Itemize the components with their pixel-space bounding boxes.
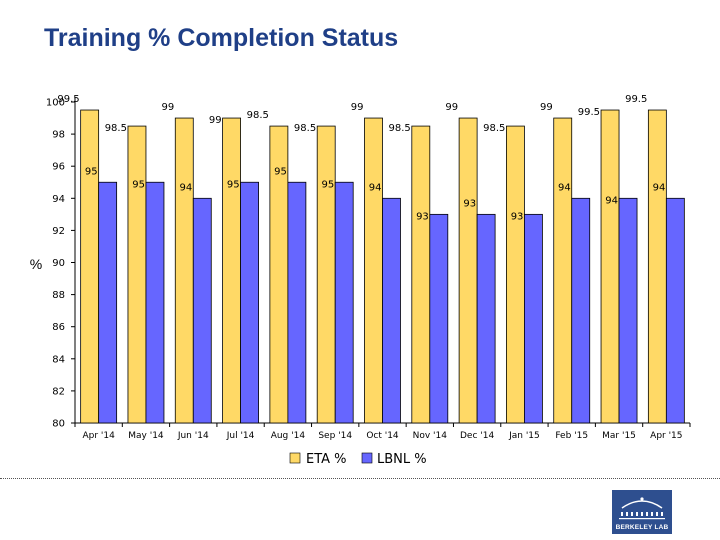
y-tick-label: 88 (52, 290, 65, 301)
y-tick-label: 96 (52, 162, 65, 173)
y-tick-label: 86 (52, 322, 65, 333)
eta-data-label: 99.5 (625, 94, 647, 105)
eta-bar (222, 117, 241, 424)
x-category-label: Jun '14 (177, 431, 209, 441)
berkeley-lab-building-icon (619, 497, 665, 520)
berkeley-lab-logo: BERKELEY LAB (612, 490, 672, 534)
lbnl-bar (571, 197, 591, 424)
eta-bar (80, 109, 100, 424)
y-tick-label: 92 (52, 226, 65, 237)
x-category-label: Jan '15 (508, 431, 540, 441)
lbnl-data-label: 95 (132, 179, 145, 190)
eta-data-label: 98.5 (389, 123, 411, 134)
lbnl-bar (287, 181, 307, 424)
x-category-label: Nov '14 (413, 431, 448, 441)
completion-bar-chart: 80 82 84 86 88 90 92 94 96 98 100% Apr '14 May '14 Ju… (30, 94, 691, 467)
eta-bar (316, 125, 336, 424)
slide-title: Training % Completion Status (44, 24, 399, 52)
lbnl-bar (665, 197, 685, 424)
eta-data-label: 98.5 (483, 123, 505, 134)
eta-bar (647, 109, 667, 424)
x-category-label: Aug '14 (271, 431, 306, 441)
y-tick-label: 94 (52, 194, 65, 205)
eta-data-label: 99 (209, 115, 222, 126)
lbnl-data-label: 94 (653, 182, 666, 193)
eta-bar (458, 117, 478, 424)
eta-bar (600, 109, 620, 424)
x-category-label: Feb '15 (555, 431, 588, 441)
eta-bar (174, 117, 194, 424)
y-tick-label: 82 (52, 386, 65, 397)
lbnl-data-label: 93 (463, 198, 476, 209)
logo-text: BERKELEY LAB (615, 524, 669, 531)
lbnl-data-label: 94 (180, 182, 193, 193)
lbnl-bar (334, 181, 354, 424)
lbnl-data-label: 93 (416, 211, 429, 222)
lbnl-data-label: 94 (369, 182, 382, 193)
eta-data-label: 99 (162, 102, 175, 113)
legend-label: LBNL % (377, 452, 427, 467)
lbnl-bar (476, 213, 496, 424)
eta-data-label: 99 (445, 102, 458, 113)
lbnl-bar (618, 197, 638, 424)
x-category-label: Sep '14 (318, 431, 352, 441)
legend-label: ETA % (306, 452, 347, 467)
x-category-label: Mar '15 (602, 431, 636, 441)
lbnl-data-label: 95 (227, 179, 240, 190)
x-category-label: Apr '15 (650, 431, 682, 441)
eta-data-label: 99 (540, 102, 553, 113)
lbnl-data-label: 95 (321, 179, 334, 190)
x-category-label: May '14 (128, 431, 164, 441)
lbnl-data-label: 94 (605, 195, 618, 206)
eta-bar (506, 125, 525, 424)
y-tick-label: 90 (52, 258, 65, 269)
legend-swatch (289, 452, 301, 464)
x-category-label: Apr '14 (82, 431, 115, 441)
lbnl-bar (192, 197, 212, 424)
eta-bar (364, 117, 383, 424)
eta-data-label: 99.5 (578, 107, 600, 118)
x-category-label: Dec '14 (460, 431, 494, 441)
lbnl-bar (382, 197, 401, 424)
y-tick-label: 80 (52, 419, 65, 430)
lbnl-data-label: 95 (274, 166, 287, 177)
lbnl-bar (145, 181, 165, 424)
lbnl-data-label: 94 (558, 182, 571, 193)
eta-bar (127, 125, 147, 424)
eta-data-label: 98.5 (105, 123, 127, 134)
footer-divider (0, 478, 720, 479)
y-tick-label: 100 (46, 98, 65, 109)
x-category-label: Oct '14 (366, 431, 399, 441)
lbnl-bar (429, 213, 449, 424)
lbnl-data-label: 93 (511, 211, 524, 222)
eta-data-label: 99.5 (57, 94, 79, 105)
x-category-label: Jul '14 (226, 431, 255, 441)
lbnl-bar (240, 181, 259, 424)
lbnl-bar (98, 181, 118, 424)
y-axis-title: % (30, 256, 42, 272)
eta-data-label: 98.5 (247, 110, 269, 121)
eta-bar (553, 117, 573, 424)
y-tick-label: 98 (52, 130, 65, 141)
eta-data-label: 99 (351, 102, 364, 113)
legend-swatch (361, 452, 373, 464)
eta-bar (411, 125, 431, 424)
eta-data-label: 98.5 (294, 123, 316, 134)
lbnl-bar (524, 213, 543, 424)
lbnl-data-label: 95 (85, 166, 98, 177)
y-tick-label: 84 (52, 354, 65, 365)
